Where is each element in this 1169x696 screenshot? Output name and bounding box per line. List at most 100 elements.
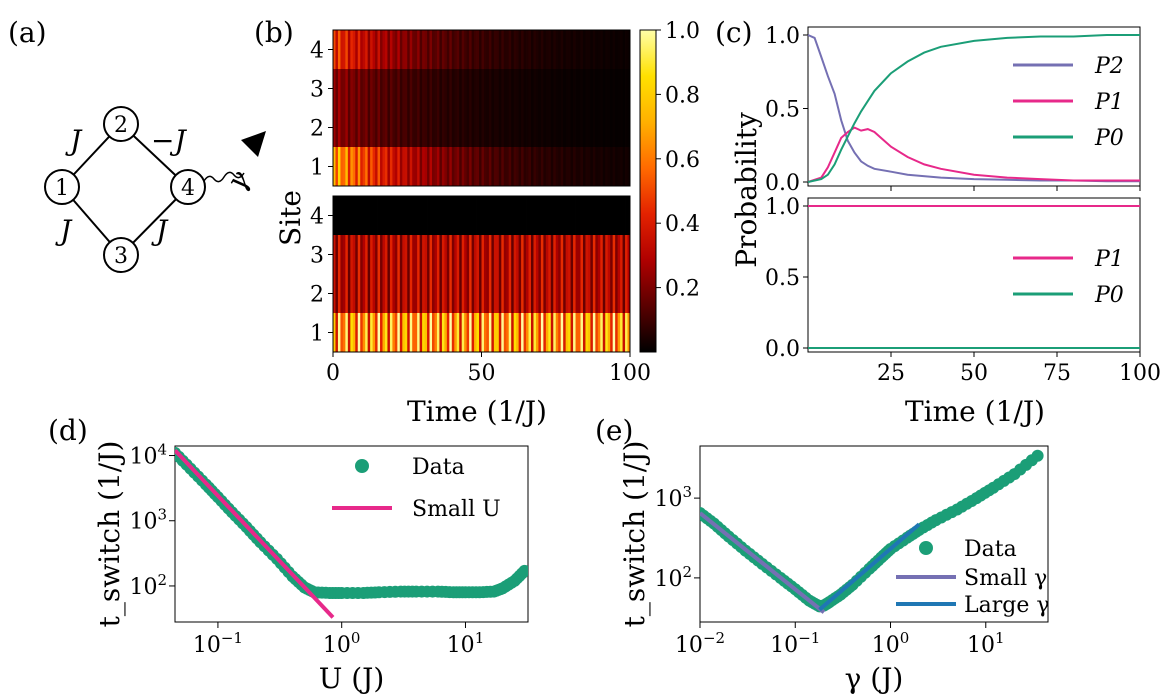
heatmap-cell: [622, 69, 626, 108]
heatmap-cell: [553, 196, 557, 235]
heatmap-cell: [404, 274, 408, 313]
edge-label-12: J: [65, 124, 83, 157]
heatmap-cell: [362, 108, 366, 147]
heatmap-cell: [474, 69, 477, 108]
heatmap-cell: [444, 235, 448, 274]
panel-label-e: (e): [595, 414, 633, 447]
heatmap-cell: [380, 313, 383, 352]
heatmap-cell: [605, 313, 609, 352]
heatmap-cell: [625, 313, 628, 352]
heatmap-cell: [508, 30, 512, 69]
heatmap-cell: [550, 69, 554, 108]
heatmap-cell: [387, 30, 391, 69]
heatmap-cell: [560, 69, 564, 108]
heatmap-cell: [427, 235, 430, 274]
legend-label-P0: P0: [1094, 126, 1124, 151]
heatmap-cell: [612, 196, 616, 235]
heatmap-cell: [451, 313, 455, 352]
heatmap-cell: [377, 235, 381, 274]
heatmap-cell: [451, 108, 455, 147]
heatmap-cell: [337, 30, 341, 69]
heatmap-cell: [605, 274, 609, 313]
heatmap-cell: [580, 30, 584, 69]
series-line-P2: [807, 34, 1140, 183]
heatmap-cell: [600, 274, 604, 313]
heatmap-cell: [506, 147, 510, 186]
heatmap-cell: [360, 196, 364, 235]
heatmap-cell: [573, 235, 576, 274]
heatmap-cell: [427, 69, 430, 108]
heatmap-cell: [402, 235, 406, 274]
heatmap-cell: [493, 274, 497, 313]
heatmap-cell: [444, 69, 448, 108]
heatmap-cell: [439, 313, 443, 352]
heatmap-cell: [397, 196, 401, 235]
heatmap-cell: [560, 108, 564, 147]
heatmap-cell: [513, 274, 517, 313]
x-tick-label: 50: [468, 361, 496, 386]
heatmap-cell: [461, 30, 465, 69]
heatmap-cell: [434, 147, 438, 186]
heatmap-cell: [558, 313, 562, 352]
heatmap-cell: [419, 69, 423, 108]
heatmap-cell: [558, 108, 562, 147]
heatmap-cell: [521, 235, 524, 274]
edge-label-24: −J: [151, 124, 187, 157]
heatmap-cell: [337, 274, 341, 313]
heatmap-cell: [404, 196, 408, 235]
heatmap-cell: [518, 274, 522, 313]
heatmap-cell: [602, 147, 606, 186]
heatmap-cell: [333, 274, 336, 313]
heatmap-cell: [528, 235, 532, 274]
heatmap-cell: [399, 69, 403, 108]
heatmap-cell: [444, 147, 448, 186]
heatmap-cell: [399, 30, 403, 69]
heatmap-cell: [550, 147, 554, 186]
heatmap-cell: [590, 196, 594, 235]
heatmap-cell: [417, 108, 421, 147]
heatmap-cell: [521, 196, 524, 235]
heatmap-cell: [335, 30, 339, 69]
heatmap-cell: [488, 69, 492, 108]
heatmap-cell: [615, 30, 619, 69]
heatmap-cell: [553, 147, 557, 186]
decay-label: γ: [219, 165, 256, 196]
y-axis-label: t_switch (1/J): [618, 441, 651, 628]
heatmap-cell: [545, 108, 549, 147]
heatmap-cell: [580, 108, 584, 147]
heatmap-axes: 1 2 3 4 1 2 3 4 0 50 100: [310, 29, 651, 386]
heatmap-cell: [382, 196, 386, 235]
heatmap-cell: [560, 313, 564, 352]
heatmap-cell: [607, 235, 611, 274]
heatmap-cell: [434, 196, 438, 235]
heatmap-cell: [424, 147, 428, 186]
heatmap-cell: [533, 274, 537, 313]
heatmap-cell: [498, 313, 502, 352]
heatmap-cell: [436, 69, 440, 108]
heatmap-cell: [615, 235, 619, 274]
heatmap-cell: [417, 313, 421, 352]
heatmap-cell: [399, 274, 403, 313]
heatmap-cell: [481, 108, 485, 147]
heatmap-cell: [543, 30, 547, 69]
heatmap-cell: [389, 313, 393, 352]
heatmap-cell: [439, 147, 443, 186]
heatmap-cell: [424, 313, 428, 352]
heatmap-cell: [570, 196, 574, 235]
heatmap-cell: [597, 108, 601, 147]
heatmap-cell: [590, 30, 594, 69]
heatmap-cell: [523, 69, 527, 108]
heatmap-cell: [592, 30, 596, 69]
heatmap-cell: [432, 108, 435, 147]
heatmap-cell: [535, 274, 539, 313]
heatmap-cell: [488, 147, 492, 186]
heatmap-cell: [612, 313, 616, 352]
heatmap-cell: [558, 147, 562, 186]
colorbar-gradient: [639, 29, 657, 353]
heatmap-cell: [375, 147, 378, 186]
heatmap-cell: [357, 108, 361, 147]
heatmap-cell: [461, 235, 465, 274]
heatmap-cell: [491, 30, 495, 69]
y-tick-label: 2: [310, 117, 324, 142]
heatmap-cell: [402, 108, 406, 147]
